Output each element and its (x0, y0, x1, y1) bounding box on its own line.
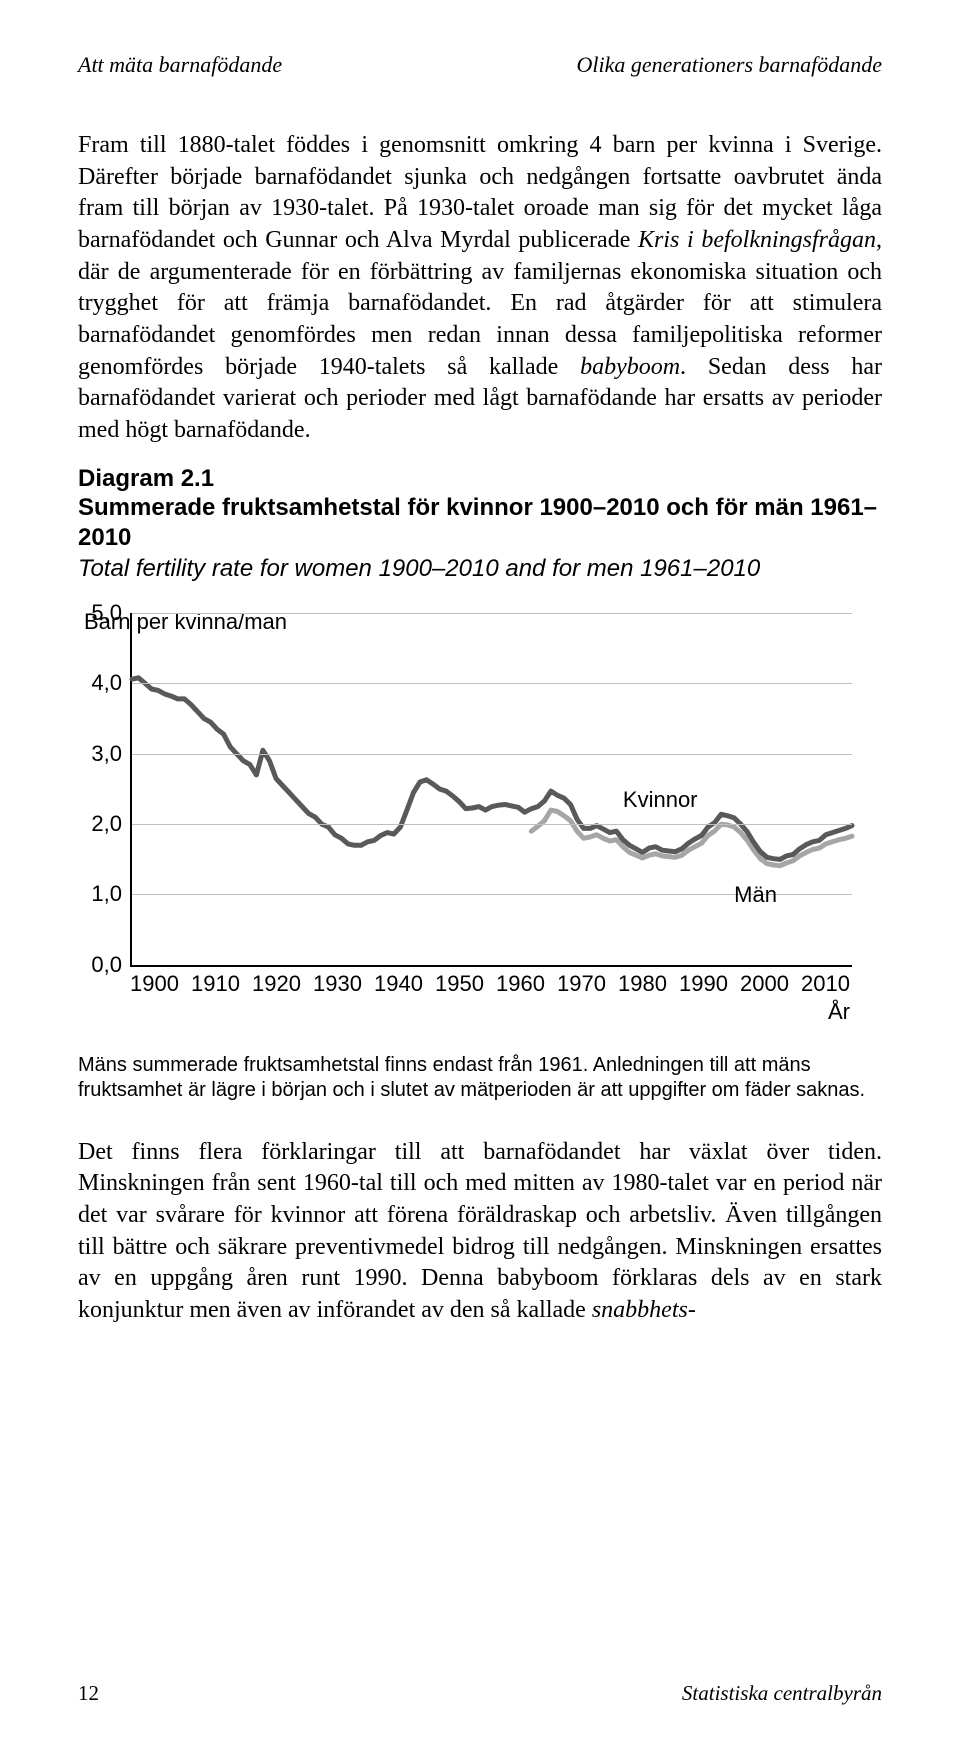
y-tick-label: 5,0 (91, 600, 122, 626)
x-tick-label: 1980 (618, 971, 667, 997)
x-axis-ticks: 1900 1910 1920 1930 1940 1950 1960 1970 1980 1990… (130, 971, 850, 997)
x-tick-label: 1930 (313, 971, 362, 997)
running-head-left: Att mäta barnafödande (78, 52, 282, 78)
y-tick-label: 3,0 (91, 741, 122, 767)
chart-footnote: Mäns summerade fruktsamhetstal finns end… (78, 1053, 882, 1103)
page-footer: 12 Statistiska centralbyrån (78, 1681, 882, 1706)
x-tick-label: 1920 (252, 971, 301, 997)
paragraph-1: Fram till 1880-talet föddes i genomsnitt… (78, 130, 882, 447)
x-tick-label: 1970 (557, 971, 606, 997)
y-tick-label: 2,0 (91, 811, 122, 837)
y-tick-label: 4,0 (91, 670, 122, 696)
diagram-subtitle: Summerade fruktsamhetstal för kvinnor 19… (78, 493, 882, 553)
gridline (132, 613, 852, 614)
series-label-kvinnor: Kvinnor (623, 787, 698, 813)
running-head: Att mäta barnafödande Olika generationer… (78, 52, 882, 78)
paragraph-2: Det finns flera förklaringar till att ba… (78, 1137, 882, 1327)
chart: Barn per kvinna/man 0,01,02,03,04,05,0Kv… (78, 613, 882, 1025)
running-head-right: Olika generationers barnafödande (576, 52, 882, 78)
diagram-number: Diagram 2.1 (78, 465, 882, 493)
x-tick-label: 1940 (374, 971, 423, 997)
plot-area: 0,01,02,03,04,05,0KvinnorMän (130, 613, 852, 967)
x-tick-label: 1910 (191, 971, 240, 997)
gridline (132, 683, 852, 684)
x-tick-label: 2010 (801, 971, 850, 997)
x-tick-label: 1950 (435, 971, 484, 997)
chart-lines (132, 613, 852, 965)
y-tick-label: 1,0 (91, 881, 122, 907)
series-label-män: Män (734, 882, 777, 908)
x-tick-label: 1990 (679, 971, 728, 997)
gridline (132, 754, 852, 755)
y-tick-label: 0,0 (91, 952, 122, 978)
footer-source: Statistiska centralbyrån (682, 1681, 882, 1706)
diagram-subtitle-en: Total fertility rate for women 1900–2010… (78, 555, 882, 583)
x-tick-label: 1960 (496, 971, 545, 997)
gridline (132, 824, 852, 825)
x-tick-label: 2000 (740, 971, 789, 997)
x-axis-title: År (130, 999, 850, 1025)
page-number: 12 (78, 1681, 99, 1706)
x-tick-label: 1900 (130, 971, 179, 997)
series-line-kvinnor (132, 678, 852, 860)
